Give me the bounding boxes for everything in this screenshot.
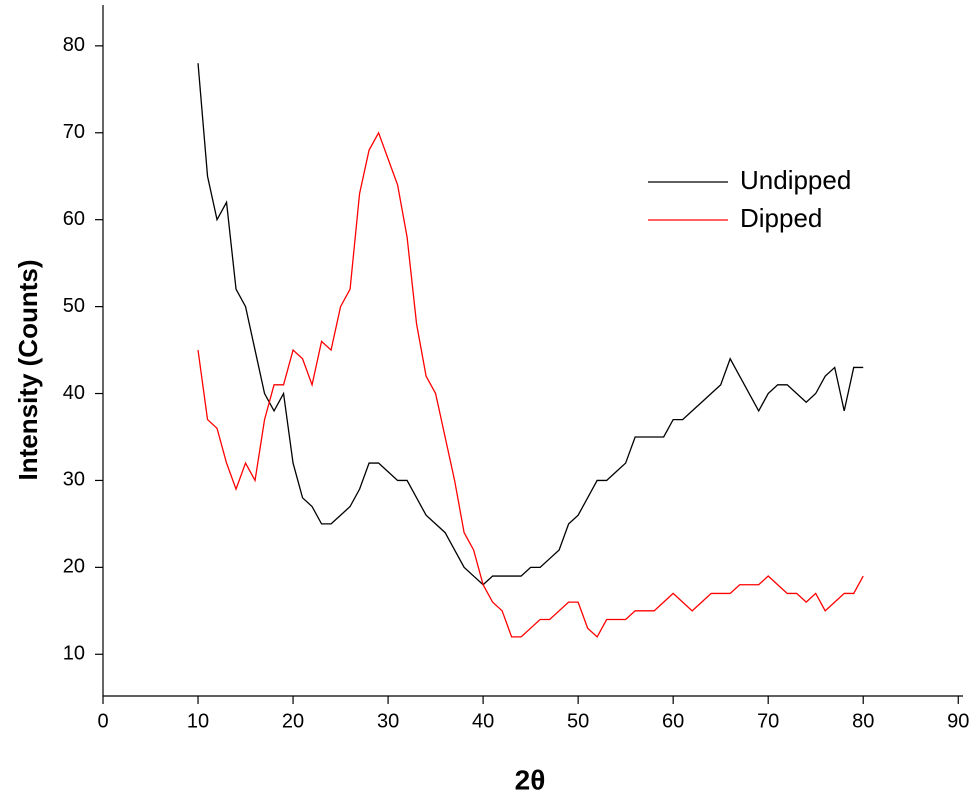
x-axis-label: 2θ [515, 764, 546, 795]
y-tick-label: 10 [63, 643, 85, 665]
y-tick-label: 60 [63, 208, 85, 230]
y-tick-label: 80 [63, 34, 85, 56]
x-tick-label: 0 [97, 710, 108, 732]
x-tick-label: 60 [662, 710, 684, 732]
x-tick-label: 40 [472, 710, 494, 732]
y-axis-label: Intensity (Counts) [13, 260, 43, 481]
x-tick-label: 50 [567, 710, 589, 732]
legend-label: Undipped [740, 165, 851, 195]
legend-label: Dipped [740, 203, 822, 233]
y-tick-label: 40 [63, 382, 85, 404]
x-tick-label: 80 [852, 710, 874, 732]
y-tick-label: 30 [63, 469, 85, 491]
y-tick-label: 20 [63, 556, 85, 578]
x-tick-label: 90 [947, 710, 969, 732]
x-tick-label: 20 [282, 710, 304, 732]
x-tick-label: 30 [377, 710, 399, 732]
line-series [197, 131, 864, 638]
y-tick-label: 50 [63, 295, 85, 317]
line-series [197, 63, 864, 586]
y-tick-label: 70 [63, 121, 85, 143]
x-tick-label: 10 [187, 710, 209, 732]
x-tick-label: 70 [757, 710, 779, 732]
